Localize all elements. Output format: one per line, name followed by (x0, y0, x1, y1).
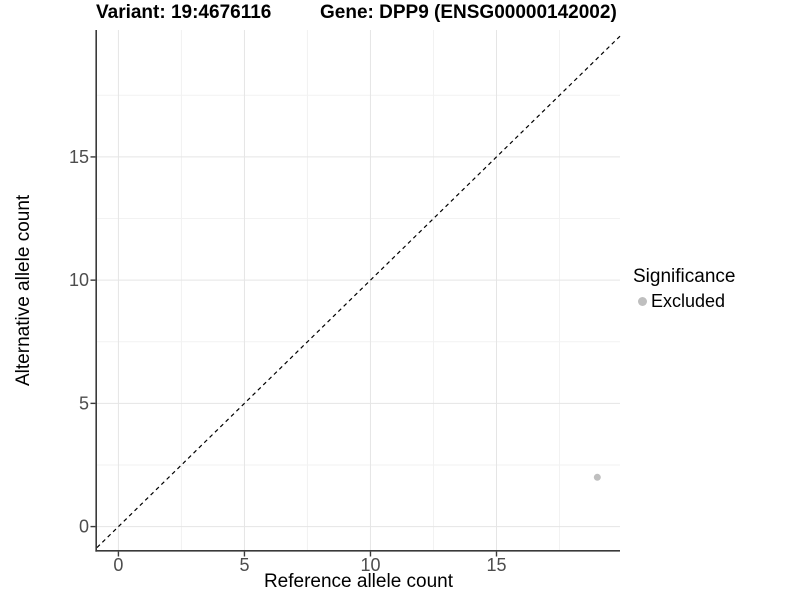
y-tick-label: 5 (79, 393, 89, 413)
y-tick-label: 15 (69, 147, 89, 167)
legend-item-excluded: Excluded (633, 291, 735, 311)
y-axis-title: Alternative allele count (13, 194, 34, 386)
legend-item-label: Excluded (651, 291, 726, 311)
x-tick-label: 0 (113, 555, 123, 575)
legend: Significance Excluded (633, 265, 735, 311)
plot-title-variant: Variant: 19:4676116 (96, 2, 272, 23)
x-axis-title: Reference allele count (263, 571, 454, 592)
identity-line (96, 35, 621, 548)
data-point (593, 473, 601, 481)
y-tick-label: 0 (79, 517, 89, 537)
legend-title: Significance (633, 266, 736, 287)
plot-title-gene: Gene: DPP9 (ENSG00000142002) (320, 2, 617, 23)
x-tick-label: 10 (360, 555, 380, 575)
y-tick-label: 10 (69, 270, 89, 290)
x-tick-label: 15 (486, 555, 506, 575)
excluded-point-icon (638, 296, 647, 306)
x-tick-label: 5 (239, 555, 249, 575)
